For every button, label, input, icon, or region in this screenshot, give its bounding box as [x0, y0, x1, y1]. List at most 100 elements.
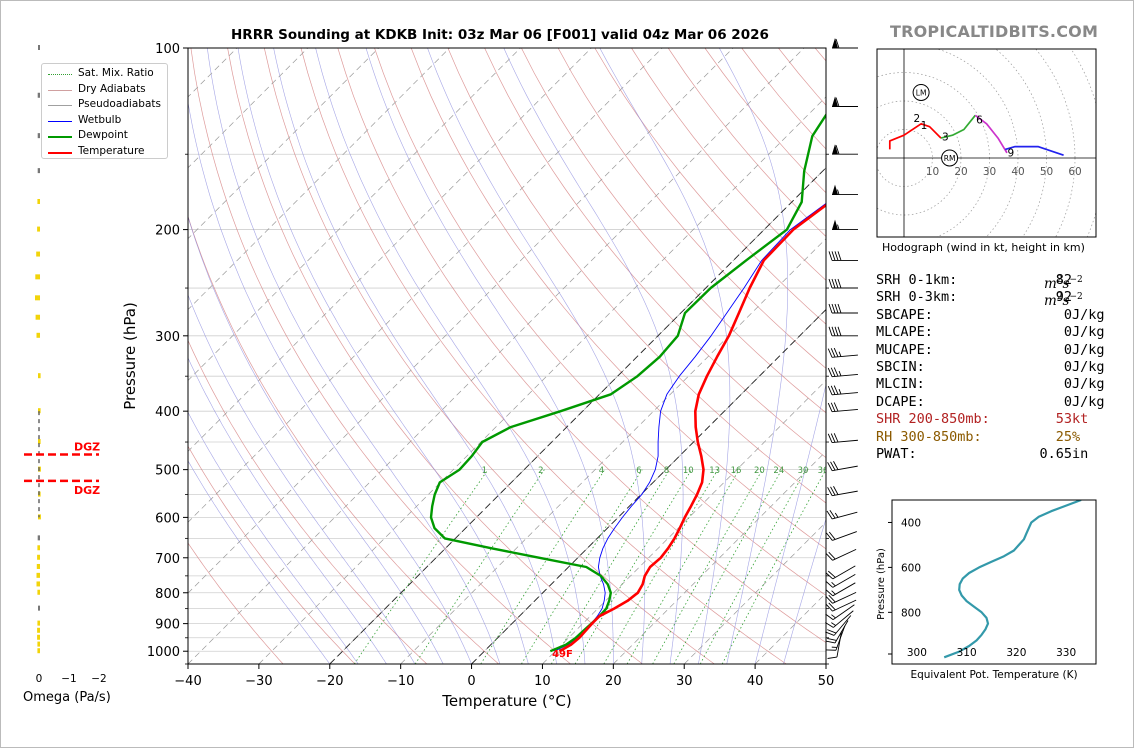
isotherm-key-line	[329, 167, 826, 664]
barb-flag	[828, 570, 836, 578]
hodo-trace	[1004, 145, 1064, 157]
omega-bar	[37, 589, 40, 595]
legend-item: Temperature	[42, 145, 167, 161]
mixing-ratio-line	[550, 469, 671, 664]
dgz-bottom-label: DGZ	[74, 484, 100, 497]
barb-flag	[825, 603, 833, 612]
y-tick-label: 600	[155, 511, 180, 526]
barb-flag	[828, 251, 833, 261]
barb-flag	[828, 326, 833, 336]
mixing-ratio-label: 8	[664, 466, 669, 476]
barb-flag	[837, 251, 842, 261]
stat-label: SHR 200-850mb:	[876, 411, 990, 428]
x-tick-label: 50	[818, 674, 835, 689]
barb-flag	[825, 622, 834, 628]
wind-barb	[832, 144, 858, 155]
omega-bar	[38, 373, 41, 379]
thetae-x-tick-label: 320	[1006, 647, 1026, 659]
x-tick-label: −30	[245, 674, 272, 689]
barb-pennant	[832, 38, 838, 48]
legend-swatch	[48, 136, 72, 139]
isotherm-line	[188, 48, 521, 381]
wind-barb	[827, 385, 858, 396]
thetae-plot: 400 600 800 300 310 320 330 Equivalent Pot. Tem…	[876, 499, 1097, 681]
pseudoadiabat-line	[273, 48, 557, 664]
storm-motion-marker	[912, 83, 930, 101]
stat-row: PWAT: 0.65 in	[876, 446, 1096, 463]
dry-adiabat-line	[410, 48, 826, 550]
omega-bar	[36, 572, 40, 578]
isotherm-line	[613, 450, 826, 664]
barb-flag	[833, 385, 839, 395]
thetae-profile	[943, 500, 1082, 659]
barb-flag	[835, 97, 840, 107]
mixing-ratio-label: 1	[482, 466, 487, 476]
wind-barb	[825, 599, 857, 612]
omega-bar	[37, 620, 40, 626]
stat-unit: J/kg	[1072, 376, 1105, 393]
barb-shaft	[835, 625, 846, 651]
y-tick-label: 500	[155, 464, 180, 479]
hodo-trace	[940, 114, 976, 139]
legend-item: Pseudoadiabats	[42, 98, 167, 114]
mixing-ratio-line	[414, 469, 545, 664]
wind-barbs	[825, 38, 858, 659]
barb-shaft	[832, 604, 855, 621]
barb-flag	[828, 278, 833, 289]
pseudoadiabat-line	[315, 48, 586, 664]
omega-bar	[35, 274, 40, 280]
hodo-height-label: 2	[913, 113, 920, 125]
y-tick-label: 800	[155, 587, 180, 602]
dry-adiabat-line	[594, 48, 826, 325]
stat-row: MLCIN: 0 J/kg	[876, 376, 1105, 393]
stat-row: SRH 0-1km: 82 m2s−2	[876, 272, 1096, 292]
barb-flag	[830, 348, 836, 358]
wind-barb	[832, 184, 858, 196]
barb-shaft	[832, 548, 857, 561]
isotherm-line	[188, 48, 734, 594]
barb-flag	[825, 589, 834, 597]
barb-half-flag	[831, 614, 836, 619]
mixing-ratio-label: 20	[754, 466, 765, 476]
dry-adiabat-line	[263, 48, 715, 664]
mixing-ratio-line	[480, 469, 606, 664]
barb-shaft	[832, 565, 856, 580]
isotherm-line	[683, 521, 826, 664]
stat-unit: J/kg	[1072, 341, 1105, 358]
stat-label: SRH 0-1km:	[876, 272, 958, 288]
thetae-x-tick-label: 310	[957, 647, 977, 659]
skewt-legend: Sat. Mix. Ratio Dry Adiabats Pseudoadiabat…	[41, 63, 168, 159]
barb-half-flag	[838, 370, 842, 377]
barb-flag	[830, 461, 836, 471]
hodo-ring-label: 30	[983, 166, 996, 178]
hodograph-caption: Hodograph (wind in kt, height in km)	[882, 241, 1085, 254]
barb-shaft	[831, 409, 858, 413]
stat-label: MUCAPE:	[876, 341, 933, 358]
pseudoadiabat-line	[503, 48, 684, 664]
stat-value: 82	[1055, 272, 1072, 288]
barb-shaft	[836, 631, 842, 658]
dry-adiabat-line	[188, 445, 356, 664]
hodo-ring-label: 40	[1011, 166, 1024, 178]
pseudoadiabat-line	[188, 411, 359, 664]
barb-flag	[833, 367, 839, 377]
barb-flag	[833, 486, 839, 495]
wind-barb	[828, 251, 858, 261]
mixing-ratio-line	[721, 469, 826, 664]
mixing-ratio-label: 16	[731, 466, 742, 476]
x-tick-label: 40	[747, 674, 764, 689]
dry-adiabat-line	[300, 48, 787, 664]
x-tick-label: −40	[174, 674, 201, 689]
isotherm-line	[188, 48, 309, 169]
barb-shaft	[832, 599, 857, 612]
dry-adiabat-line	[188, 542, 284, 664]
barb-flag	[827, 385, 833, 396]
mixing-ratio-label: 10	[683, 466, 694, 476]
barb-shaft	[832, 511, 858, 520]
legend-item: Wetbulb	[42, 114, 167, 130]
hodo-trace	[888, 122, 942, 150]
barb-flag	[825, 596, 833, 604]
barb-flag	[827, 348, 833, 358]
barb-pennant	[832, 184, 838, 195]
